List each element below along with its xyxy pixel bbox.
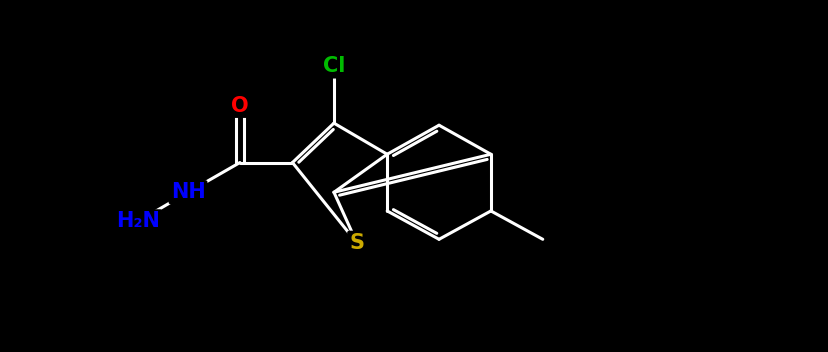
Text: NH: NH [171, 182, 205, 202]
Text: S: S [349, 233, 363, 253]
Text: O: O [231, 96, 248, 116]
Text: Cl: Cl [322, 56, 344, 76]
Text: H₂N: H₂N [116, 211, 160, 231]
